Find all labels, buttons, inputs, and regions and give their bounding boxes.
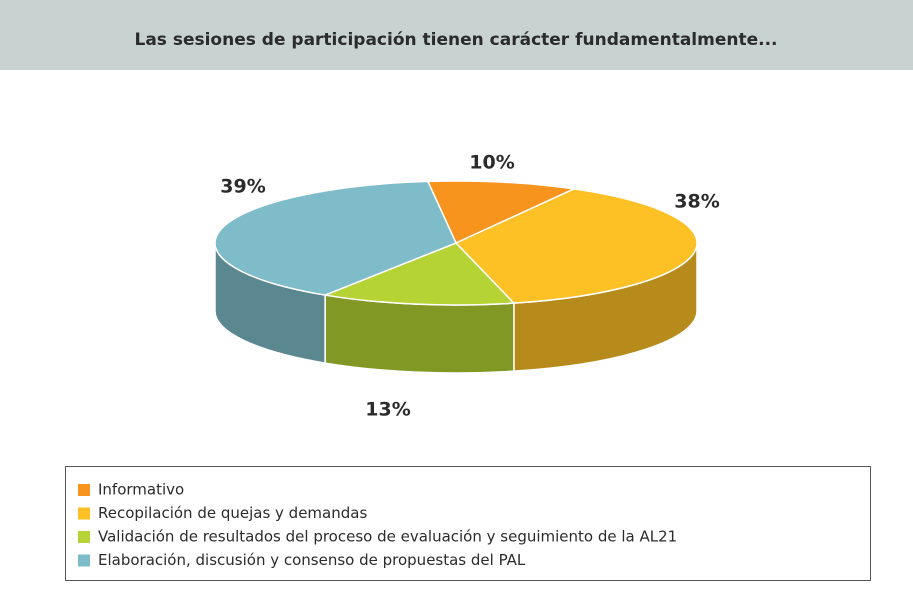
data-label: 39%: [220, 176, 265, 198]
legend-swatch: [78, 484, 90, 496]
legend-label: Validación de resultados del proceso de …: [98, 528, 677, 546]
header-band: [0, 0, 913, 70]
data-label: 10%: [469, 152, 514, 174]
data-label: 38%: [674, 191, 719, 213]
chart-title: Las sesiones de participación tienen car…: [135, 30, 778, 50]
pie-slice: [322, 242, 516, 306]
data-label: 13%: [365, 399, 410, 421]
pie-slice-side: [324, 294, 515, 374]
legend-swatch: [78, 554, 90, 567]
legend-swatch: [78, 507, 90, 520]
legend-box: [65, 466, 871, 581]
pie-slice: [454, 188, 698, 304]
pie-slice: [214, 180, 458, 296]
legend-swatch: [78, 531, 90, 543]
legend-label: Elaboración, discusión y consenso de pro…: [98, 551, 526, 569]
legend-label: Informativo: [98, 481, 184, 499]
pie-slice: [426, 180, 577, 244]
legend-label: Recopilación de quejas y demandas: [98, 504, 367, 522]
